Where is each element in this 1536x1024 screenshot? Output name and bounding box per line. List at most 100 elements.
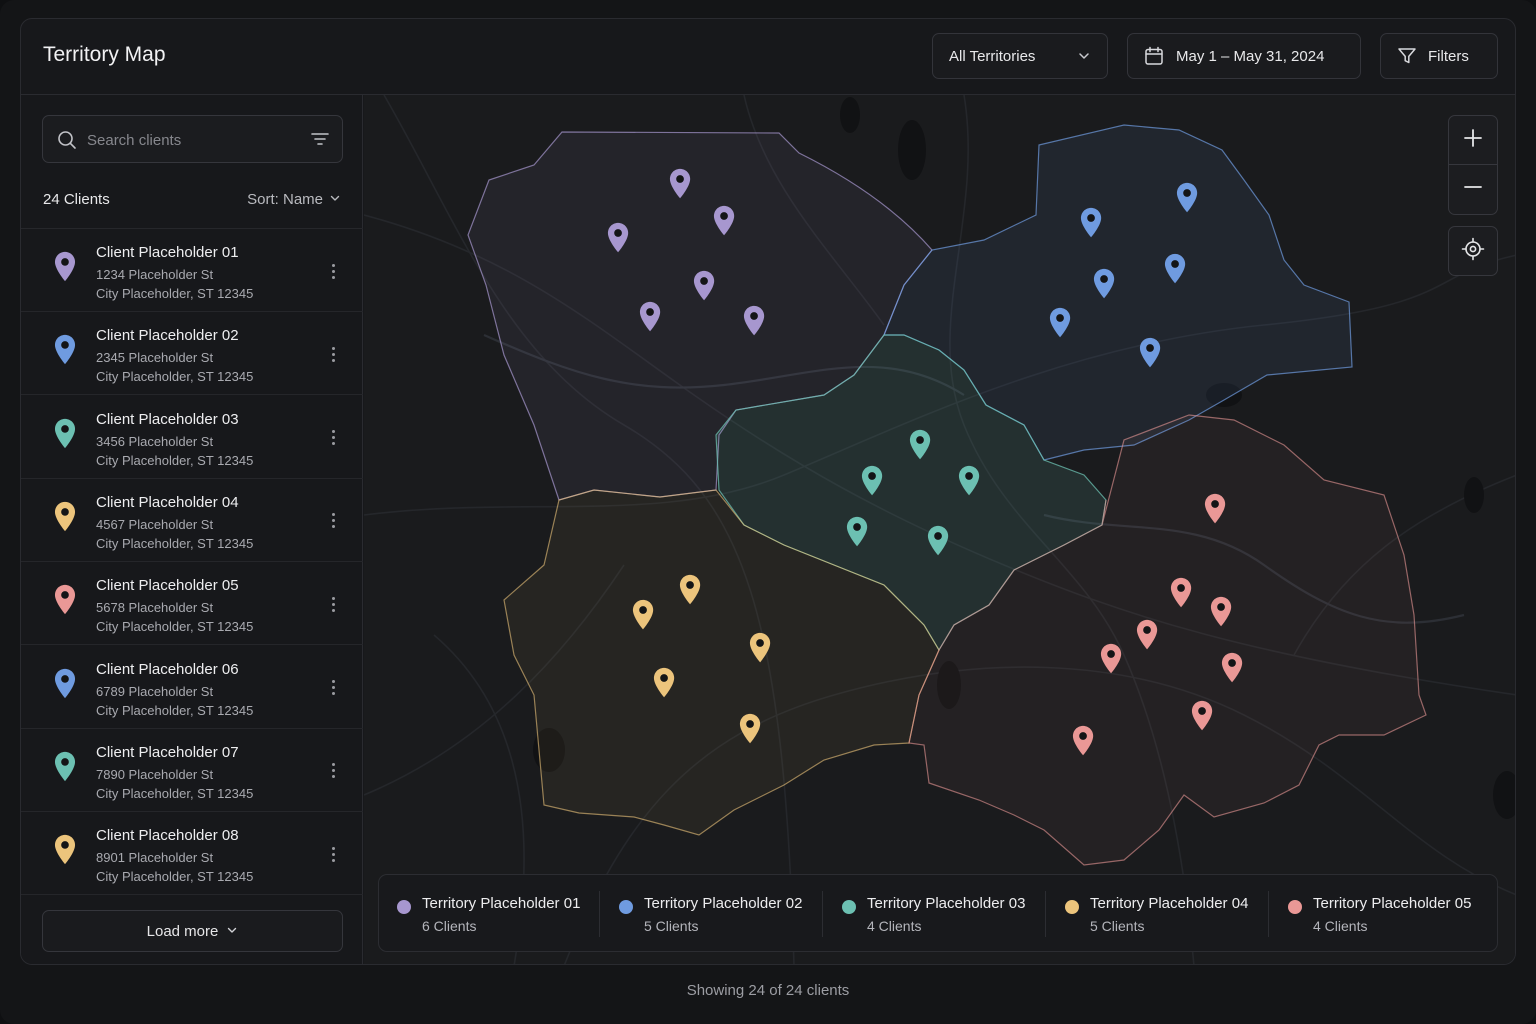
territory-legend: Territory Placeholder 01 6 Clients Territo… <box>378 874 1498 952</box>
map-pin-icon[interactable] <box>1072 725 1094 756</box>
territory-color-dot <box>1065 900 1079 914</box>
territory-area-04[interactable] <box>503 489 940 836</box>
client-address: 7890 Placeholder St <box>96 766 214 782</box>
load-more-button[interactable]: Load more <box>42 910 343 952</box>
list-item[interactable]: Client Placeholder 06 6789 Placeholder St… <box>21 646 363 729</box>
map-pins <box>607 168 1243 756</box>
map-pin-icon[interactable] <box>1176 182 1198 213</box>
filters-label: Filters <box>1428 47 1469 65</box>
client-address: 3456 Placeholder St <box>96 433 214 449</box>
territory-color-dot <box>397 900 411 914</box>
map-pin-icon[interactable] <box>909 429 931 460</box>
map-pin-icon[interactable] <box>749 632 771 663</box>
client-city: City Placeholder, ST 12345 <box>96 286 254 301</box>
legend-item[interactable]: Territory Placeholder 01 6 Clients <box>379 875 601 953</box>
map-pin-icon[interactable] <box>1210 596 1232 627</box>
client-name: Client Placeholder 01 <box>96 244 239 261</box>
map-pin-icon[interactable] <box>958 465 980 496</box>
more-vertical-icon[interactable] <box>323 676 343 700</box>
list-item[interactable]: Client Placeholder 03 3456 Placeholder St… <box>21 396 363 479</box>
client-address: 6789 Placeholder St <box>96 683 214 699</box>
map-pin-icon[interactable] <box>1049 307 1071 338</box>
map-pin-icon[interactable] <box>693 270 715 301</box>
list-filter-icon[interactable] <box>311 131 329 152</box>
legend-item[interactable]: Territory Placeholder 05 4 Clients <box>1270 875 1492 953</box>
map-pin-icon[interactable] <box>1093 268 1115 299</box>
map-pin-icon[interactable] <box>861 465 883 496</box>
calendar-icon <box>1144 46 1164 66</box>
list-item[interactable]: Client Placeholder 04 4567 Placeholder St… <box>21 479 363 562</box>
map-pin-icon[interactable] <box>713 205 735 236</box>
territory-select[interactable]: All Territories <box>932 33 1108 79</box>
map-pin-icon[interactable] <box>743 305 765 336</box>
client-name: Client Placeholder 06 <box>96 660 239 678</box>
search-icon <box>57 130 77 155</box>
map-pin-icon <box>54 334 76 370</box>
territory-area-05[interactable] <box>908 414 1427 866</box>
territory-name: Territory Placeholder 04 <box>1090 895 1249 912</box>
more-vertical-icon[interactable] <box>323 342 343 366</box>
map-rivers <box>483 333 1465 624</box>
legend-item[interactable]: Territory Placeholder 02 5 Clients <box>601 875 823 953</box>
client-city: City Placeholder, ST 12345 <box>96 369 254 385</box>
map-pin-icon[interactable] <box>1170 577 1192 608</box>
more-vertical-icon[interactable] <box>323 842 343 866</box>
map-pin-icon[interactable] <box>639 301 661 332</box>
app-window: Territory Map All Territories May 1 – Ma… <box>20 18 1516 965</box>
map-pin-icon[interactable] <box>632 599 654 630</box>
list-item[interactable]: Client Placeholder 01 1234 Placeholder St… <box>21 229 363 312</box>
client-name: Client Placeholder 02 <box>96 327 239 345</box>
list-item[interactable]: Client Placeholder 08 8901 Placeholder St… <box>21 812 363 896</box>
map-pin-icon[interactable] <box>1164 253 1186 284</box>
map-pin-icon[interactable] <box>846 516 868 547</box>
more-vertical-icon[interactable] <box>323 509 343 533</box>
legend-divider <box>599 891 600 937</box>
client-city: City Placeholder, ST 12345 <box>96 702 254 718</box>
more-vertical-icon[interactable] <box>323 259 343 283</box>
client-address: 8901 Placeholder St <box>96 850 214 866</box>
filters-button[interactable]: Filters <box>1380 33 1498 79</box>
map-pin-icon[interactable] <box>607 222 629 253</box>
list-header: 24 Clients Sort: Name <box>43 191 343 211</box>
legend-item[interactable]: Territory Placeholder 04 5 Clients <box>1047 875 1269 953</box>
list-item[interactable]: Client Placeholder 02 2345 Placeholder St… <box>21 312 363 396</box>
zoom-out-button[interactable] <box>1448 165 1498 215</box>
client-address: 1234 Placeholder St <box>96 267 214 282</box>
territory-area-02[interactable] <box>883 124 1353 461</box>
map-pin-icon[interactable] <box>1136 619 1158 650</box>
list-item[interactable]: Client Placeholder 07 7890 Placeholder St… <box>21 729 363 812</box>
territory-name: Territory Placeholder 01 <box>422 895 581 912</box>
map-pin-icon[interactable] <box>653 667 675 698</box>
map-pin-icon[interactable] <box>1139 337 1161 368</box>
more-vertical-icon[interactable] <box>323 759 343 783</box>
legend-item[interactable]: Territory Placeholder 03 4 Clients <box>824 875 1046 953</box>
map-pin-icon[interactable] <box>927 525 949 556</box>
sort-dropdown[interactable]: Sort: Name <box>247 191 341 208</box>
locate-button[interactable] <box>1448 226 1498 276</box>
zoom-in-button[interactable] <box>1448 115 1498 165</box>
map-pin-icon[interactable] <box>679 574 701 605</box>
list-item[interactable]: Client Placeholder 05 5678 Placeholder St… <box>21 562 363 646</box>
client-name: Client Placeholder 03 <box>96 410 239 428</box>
territory-name: Territory Placeholder 05 <box>1313 895 1472 912</box>
legend-divider <box>822 891 823 937</box>
map-pin-icon <box>54 668 76 704</box>
more-vertical-icon[interactable] <box>323 426 343 450</box>
search-input[interactable] <box>87 128 297 152</box>
map-pin-icon[interactable] <box>1100 643 1122 674</box>
map-pin-icon[interactable] <box>1221 652 1243 683</box>
map-water-bodies <box>533 97 1515 819</box>
map-pin-icon[interactable] <box>1080 207 1102 238</box>
sort-label: Sort: Name <box>247 191 323 208</box>
map-pin-icon[interactable] <box>1191 700 1213 731</box>
more-vertical-icon[interactable] <box>323 592 343 616</box>
map-pin-icon[interactable] <box>1204 493 1226 524</box>
territory-map[interactable]: Territory Placeholder 01 6 Clients Territo… <box>364 95 1515 964</box>
plus-icon <box>1463 128 1483 153</box>
map-pin-icon[interactable] <box>669 168 691 199</box>
search-box[interactable] <box>42 115 343 163</box>
map-pin-icon[interactable] <box>739 713 761 744</box>
results-status: Showing 24 of 24 clients <box>686 982 850 999</box>
date-range-picker[interactable]: May 1 – May 31, 2024 <box>1127 33 1361 79</box>
